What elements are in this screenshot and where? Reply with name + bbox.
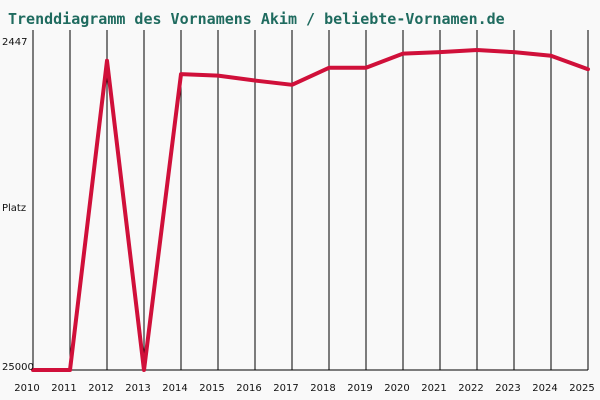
x-tick-labels: 2010 2011 2012 2013 2014 2015 2016 2017 2018 2019… bbox=[14, 383, 594, 394]
chart-title: Trenddiagramm des Vornamens Akim / belie… bbox=[8, 10, 505, 28]
x-tick-2020: 2020 bbox=[384, 383, 409, 394]
x-tick-2018: 2018 bbox=[310, 383, 335, 394]
x-tick-2010: 2010 bbox=[14, 383, 39, 394]
x-tick-2021: 2021 bbox=[421, 383, 446, 394]
series-line bbox=[31, 48, 590, 372]
x-tick-2017: 2017 bbox=[273, 383, 298, 394]
x-tick-2019: 2019 bbox=[347, 383, 372, 394]
x-tick-2024: 2024 bbox=[532, 383, 557, 394]
x-tick-2015: 2015 bbox=[199, 383, 224, 394]
x-tick-2025: 2025 bbox=[569, 383, 594, 394]
x-tick-2014: 2014 bbox=[162, 383, 187, 394]
x-tick-2012: 2012 bbox=[88, 383, 113, 394]
x-tick-2016: 2016 bbox=[236, 383, 261, 394]
x-tick-2011: 2011 bbox=[51, 383, 76, 394]
grid-lines bbox=[32, 30, 589, 370]
y-axis-label: Platz bbox=[2, 203, 26, 214]
x-tick-2013: 2013 bbox=[125, 383, 150, 394]
y-tick-bottom: 25000 bbox=[2, 362, 34, 373]
x-tick-2022: 2022 bbox=[458, 383, 483, 394]
y-tick-top: 2447 bbox=[2, 37, 27, 48]
x-tick-2023: 2023 bbox=[495, 383, 520, 394]
